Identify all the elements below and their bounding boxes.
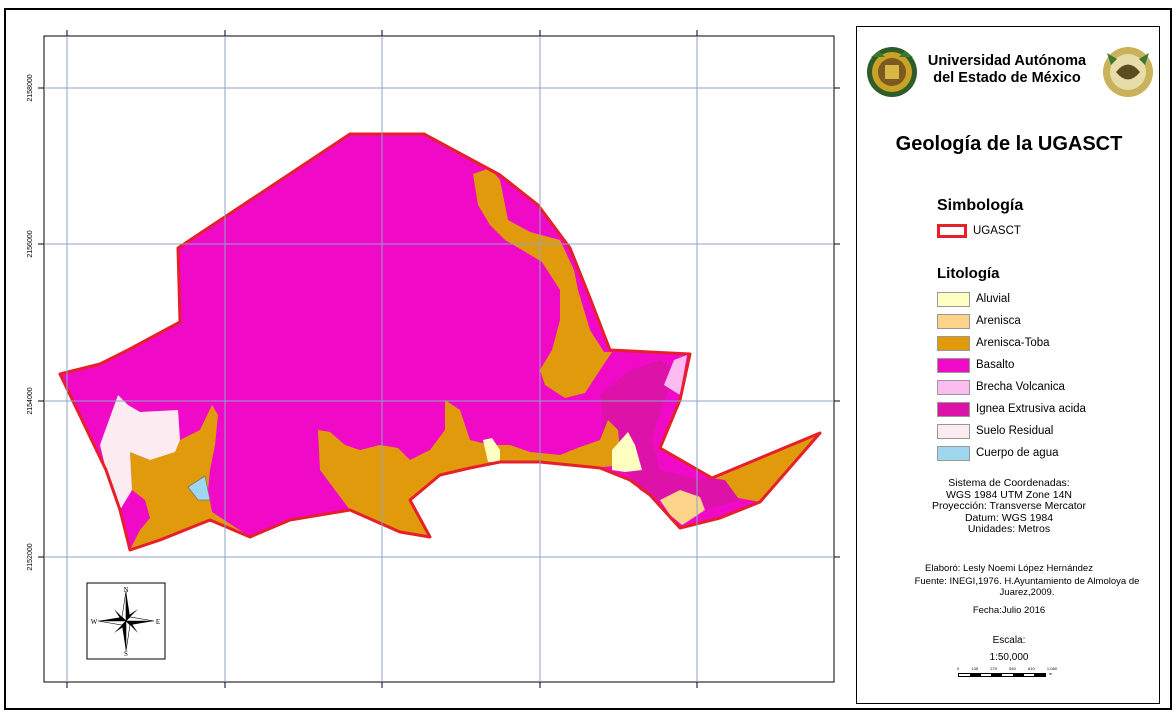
scale-tick-label: 540	[1009, 666, 1016, 671]
aluvial-area-1	[483, 438, 500, 462]
legend-swatch	[937, 357, 970, 373]
scale-tick-label: 810	[1028, 666, 1035, 671]
suelo-residual-area	[100, 395, 180, 510]
coord-line: Datum: WGS 1984	[964, 511, 1054, 524]
university-name: Universidad Autónoma del Estado de Méxic…	[927, 53, 1087, 86]
coord-line: WGS 1984 UTM Zone 14N	[945, 488, 1073, 501]
legend-item: Arenisca	[937, 310, 1086, 332]
scale-tick-label: 135	[971, 666, 979, 671]
legend-item-label: Arenisca-Toba	[976, 337, 1050, 349]
university-seal-icon	[867, 47, 917, 97]
scale-tick-label: 0	[957, 666, 960, 671]
legend-item-label: Brecha Volcanica	[976, 381, 1065, 393]
lithology-map	[58, 132, 822, 552]
legend-item: Ignea Extrusiva acida	[937, 398, 1086, 420]
graticule	[44, 36, 834, 682]
scale-tick-label: 1,080	[1046, 666, 1057, 671]
aluvial-area-2	[612, 432, 642, 472]
y-tick-label: 2158000	[27, 74, 34, 101]
coord-line: Sistema de Coordenadas:	[948, 477, 1070, 489]
date-credit: Fecha:Julio 2016	[972, 605, 1046, 616]
legend-item: Suelo Residual	[937, 420, 1086, 442]
compass-s: S	[124, 650, 128, 658]
brecha-volcanica-area	[664, 355, 687, 395]
simbologia-heading: Simbología	[937, 197, 1024, 214]
coord-line: Proyección: Transverse Mercator	[931, 500, 1087, 512]
compass-w: W	[91, 618, 98, 626]
legend-item: Aluvial	[937, 288, 1086, 310]
map-panel: 404000 406000 408000 410000 412000 21580…	[14, 18, 848, 688]
legend-swatch	[937, 445, 970, 461]
legend-item-label: Suelo Residual	[976, 425, 1054, 437]
north-arrow: N S E W	[86, 582, 166, 660]
source-credit: Fuente: INEGI,1976. H.Ayuntamiento de Al…	[914, 576, 1140, 598]
legend-item-label: Aluvial	[976, 293, 1010, 305]
lithology-legend-list: Aluvial Arenisca Arenisca-Toba Basalto B…	[937, 288, 1086, 464]
legend-swatch	[937, 335, 970, 351]
legend-item-ugasct: UGASCT	[937, 224, 1021, 238]
scale-unit: m	[1049, 671, 1053, 676]
map-title: Geología de la UGASCT	[895, 133, 1123, 155]
y-tick-label: 2152000	[27, 543, 34, 570]
legend-item: Brecha Volcanica	[937, 376, 1086, 398]
legend-panel: Universidad Autónoma del Estado de Méxic…	[856, 26, 1160, 704]
university-crest-icon	[1103, 47, 1153, 97]
compass-e: E	[156, 618, 160, 626]
compass-n: N	[123, 586, 128, 594]
y-tick-label: 2156000	[27, 230, 34, 257]
arenisca-toba-east	[473, 168, 612, 398]
legend-item-label: UGASCT	[973, 225, 1021, 237]
compass-rose-icon	[97, 590, 155, 652]
tick-marks	[38, 30, 840, 688]
legend-item-label: Basalto	[976, 359, 1015, 371]
legend-swatch	[937, 401, 970, 417]
arenisca-toba-tail	[712, 433, 820, 502]
legend-swatch	[937, 313, 970, 329]
arenisca-toba-south	[318, 400, 625, 537]
scale-bar-labels: 0 135 270 540 810 1,080	[957, 666, 1057, 671]
legend-item-label: Cuerpo de agua	[976, 447, 1059, 459]
legend-swatch	[937, 379, 970, 395]
legend-item-label: Arenisca	[976, 315, 1021, 327]
legend-item: Cuerpo de agua	[937, 442, 1086, 464]
legend-item: Basalto	[937, 354, 1086, 376]
scale-bar	[958, 673, 1046, 677]
coord-line: Unidades: Metros	[967, 523, 1051, 535]
arenisca-area	[660, 490, 705, 525]
ugasct-boundary	[58, 132, 822, 552]
legend-swatch	[937, 423, 970, 439]
legend-swatch	[937, 291, 970, 307]
cuerpo-agua-area	[187, 475, 211, 501]
litologia-heading: Litología	[937, 265, 1000, 282]
boundary-swatch	[937, 224, 967, 238]
scale-heading: Escala:	[992, 635, 1026, 646]
coordinate-system-info: Sistema de Coordenadas: WGS 1984 UTM Zon…	[857, 477, 1161, 536]
map-frame	[4, 8, 1172, 710]
ignea-extrusiva-area	[600, 360, 740, 510]
scale-tick-label: 270	[990, 666, 997, 671]
legend-item-label: Ignea Extrusiva acida	[976, 403, 1086, 415]
author-credit: Elaboró: Lesly Noemi López Hernández	[925, 563, 1093, 574]
arenisca-toba-west	[130, 405, 250, 550]
scale-ratio: 1:50,000	[989, 652, 1029, 663]
legend-item: Arenisca-Toba	[937, 332, 1086, 354]
y-tick-label: 2154000	[27, 387, 34, 414]
